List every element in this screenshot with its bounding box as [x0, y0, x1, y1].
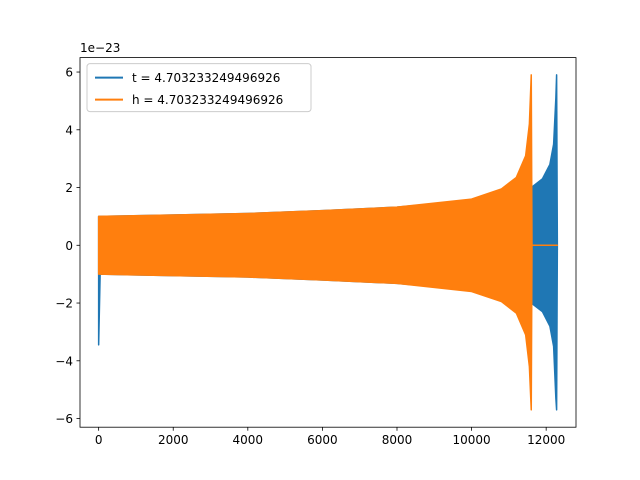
y-tick-label: 2	[65, 181, 73, 195]
y-axis: −6 −4 −2 0 2 4 6	[55, 66, 80, 426]
x-tick-label: 6000	[307, 433, 338, 447]
x-tick-label: 0	[95, 433, 103, 447]
y-tick-label: 4	[65, 123, 73, 137]
y-offset-text: 1e−23	[80, 41, 120, 55]
legend-box	[86, 63, 312, 113]
x-tick-label: 10000	[452, 433, 490, 447]
x-tick-label: 4000	[233, 433, 264, 447]
series-layer	[97, 74, 559, 411]
y-tick-label: −6	[55, 412, 73, 426]
legend: t = 4.703233249496926 h = 4.7032332494969…	[86, 63, 312, 113]
plot-frame	[79, 57, 577, 428]
x-tick-label: 8000	[382, 433, 413, 447]
series-1-band	[97, 74, 559, 411]
y-tick-label: −4	[55, 354, 73, 368]
legend-label: h = 4.703233249496926	[132, 93, 283, 107]
y-tick-label: −2	[55, 297, 73, 311]
x-tick-label: 12000	[527, 433, 565, 447]
legend-label: t = 4.703233249496926	[132, 71, 280, 85]
x-tick-label: 2000	[158, 433, 189, 447]
y-tick-label: 6	[65, 66, 73, 80]
y-tick-label: 0	[65, 239, 73, 253]
x-axis: 0 2000 4000 6000 8000 10000 12000	[95, 427, 565, 447]
